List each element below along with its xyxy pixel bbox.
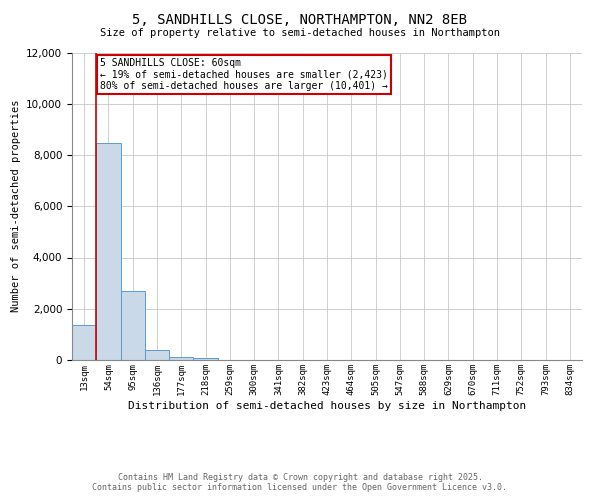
Bar — [145, 350, 169, 360]
Bar — [72, 326, 96, 360]
Bar — [96, 144, 121, 360]
Text: Contains HM Land Registry data © Crown copyright and database right 2025.
Contai: Contains HM Land Registry data © Crown c… — [92, 473, 508, 492]
Text: Size of property relative to semi-detached houses in Northampton: Size of property relative to semi-detach… — [100, 28, 500, 38]
Bar — [193, 358, 218, 360]
Text: 5 SANDHILLS CLOSE: 60sqm
← 19% of semi-detached houses are smaller (2,423)
80% o: 5 SANDHILLS CLOSE: 60sqm ← 19% of semi-d… — [100, 58, 388, 91]
Y-axis label: Number of semi-detached properties: Number of semi-detached properties — [11, 100, 20, 312]
X-axis label: Distribution of semi-detached houses by size in Northampton: Distribution of semi-detached houses by … — [128, 400, 526, 410]
Bar — [121, 291, 145, 360]
Bar — [169, 358, 193, 360]
Text: 5, SANDHILLS CLOSE, NORTHAMPTON, NN2 8EB: 5, SANDHILLS CLOSE, NORTHAMPTON, NN2 8EB — [133, 12, 467, 26]
